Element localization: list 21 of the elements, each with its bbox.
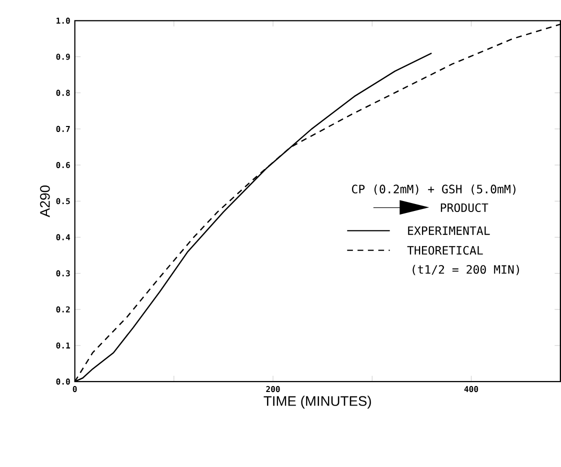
y-tick-label: 0.2: [56, 306, 70, 312]
annotation: (t1/2 = 200 MIN): [412, 264, 519, 276]
y-tick-label: 0.1: [56, 342, 70, 348]
x-tick-label: 200: [266, 386, 280, 392]
x-tick-label: 0: [72, 386, 77, 392]
x-axis-title: TIME (MINUTES): [264, 396, 371, 409]
annotation: PRODUCT: [440, 203, 488, 212]
annotation: CP (0.2mM) + GSH (5.0mM): [352, 184, 516, 195]
y-tick-label: 0.9: [56, 54, 70, 60]
y-tick-label: 0.6: [56, 162, 70, 168]
legend-label: THEORETICAL: [407, 246, 483, 255]
y-tick-label: 1.0: [56, 18, 70, 24]
y-tick-label: 0.3: [56, 270, 70, 276]
legend-label: EXPERIMENTAL: [408, 226, 490, 235]
y-tick-label: 0.0: [56, 378, 70, 385]
y-tick-label: 0.8: [56, 90, 70, 96]
y-tick-label: 0.4: [56, 234, 70, 240]
y-tick-label: 0.5: [56, 198, 70, 204]
x-tick-label: 400: [464, 386, 478, 392]
y-tick-label: 0.7: [56, 126, 70, 132]
y-axis-title: A290: [40, 185, 50, 218]
